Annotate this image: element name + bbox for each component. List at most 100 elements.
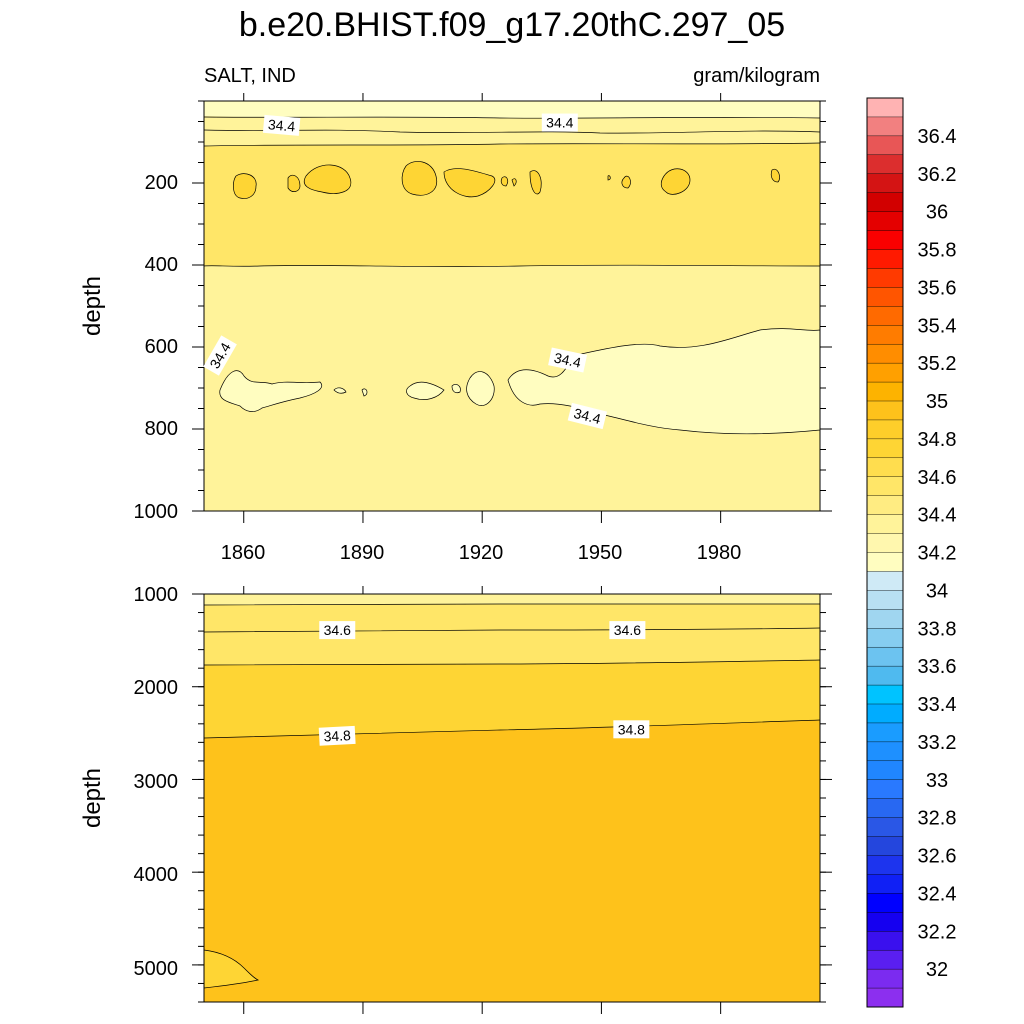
contour-label-bg xyxy=(613,720,650,739)
contour-label-bg xyxy=(548,347,588,373)
upper-contour-line xyxy=(203,264,821,267)
contour-label-bg xyxy=(609,621,646,640)
colorbar-swatch xyxy=(866,722,904,743)
upper-y-tick-label: 200 xyxy=(145,172,178,194)
contour-label: 34.8 xyxy=(613,720,650,739)
contour-label-bg xyxy=(319,621,356,640)
upper-y-tick-label: 1000 xyxy=(134,501,179,523)
colorbar-label: 33.8 xyxy=(918,618,957,640)
colorbar-swatch xyxy=(866,760,904,781)
upper-contour-line xyxy=(203,129,821,134)
contour-label-bg xyxy=(262,114,301,136)
colorbar-swatch xyxy=(866,855,904,875)
colorbar-swatch xyxy=(866,931,904,951)
colorbar-swatch xyxy=(866,741,904,762)
colorbar-frame xyxy=(866,97,904,1008)
colorbar-swatch xyxy=(866,268,904,288)
upper-x-tick-label: 1920 xyxy=(459,542,504,564)
colorbar-swatch xyxy=(866,836,904,856)
colorbar-swatch xyxy=(866,798,904,819)
colorbar-label: 34.4 xyxy=(918,505,957,527)
upper-x-tick-labels: 1860 1890 1920 1950 1980 xyxy=(221,542,742,564)
colorbar-swatch xyxy=(866,552,904,572)
lower-contour-line xyxy=(203,719,821,739)
contour-label: 34.8 xyxy=(318,725,356,746)
upper-x-tick-label: 1980 xyxy=(697,542,742,564)
upper-deep-light-region xyxy=(333,387,347,394)
colorbar-swatch xyxy=(866,665,904,686)
colorbar-label: 34 xyxy=(926,580,948,602)
colorbar-swatch xyxy=(866,628,904,648)
contour-labels: 34.4 34.4 34.4 34.4 34.4 34.6 34.6 34.8 34.8 xyxy=(203,113,650,746)
contour-label-bg xyxy=(567,402,607,430)
colorbar-label: 35.8 xyxy=(918,240,957,262)
colorbar: 36.4 36.2 36 35.8 35.6 35.4 35.2 35 34.8 34.6 34.4… xyxy=(866,97,957,1008)
colorbar-label: 35.2 xyxy=(918,353,957,375)
upper-deep-light-region xyxy=(466,371,495,406)
lower-y-tick-label: 1000 xyxy=(134,584,179,606)
lower-y-tick-label: 4000 xyxy=(134,864,179,886)
lower-fill-34-6 xyxy=(204,594,820,665)
colorbar-swatch xyxy=(866,987,904,1008)
colorbar-swatch xyxy=(866,893,904,913)
colorbar-swatch xyxy=(866,419,904,440)
colorbar-swatch xyxy=(866,116,904,137)
colorbar-swatch xyxy=(866,362,904,383)
upper-deep-light-region xyxy=(451,384,461,394)
colorbar-label: 36.4 xyxy=(918,126,957,148)
contour-label-text: 34.4 xyxy=(553,349,583,370)
lower-y-tick-label: 5000 xyxy=(134,958,179,980)
contour-label-text: 34.6 xyxy=(324,622,351,638)
upper-deep-light-region xyxy=(219,370,323,412)
lower-y-tick-label: 3000 xyxy=(134,771,179,793)
chart-title: b.e20.BHIST.f09_g17.20thC.297_05 xyxy=(239,6,785,44)
colorbar-swatch xyxy=(866,400,904,421)
colorbar-label: 34.6 xyxy=(918,467,957,489)
colorbar-label: 36.2 xyxy=(918,164,957,186)
lower-y-tick-label: 2000 xyxy=(134,677,179,699)
lower-y-axis-label: depth xyxy=(79,768,106,828)
colorbar-swatch xyxy=(866,135,904,156)
upper-contour-line xyxy=(203,142,821,147)
colorbar-swatch xyxy=(866,949,904,970)
colorbar-swatch xyxy=(866,590,904,610)
colorbar-swatch xyxy=(866,912,904,932)
colorbar-swatch xyxy=(866,817,904,838)
colorbar-swatch xyxy=(866,438,904,459)
upper-deep-light-region xyxy=(361,388,368,397)
contour-label-text: 34.4 xyxy=(546,115,573,131)
colorbar-swatch xyxy=(866,533,904,553)
colorbar-swatch xyxy=(866,703,904,724)
axis-ticks xyxy=(192,93,832,1014)
contour-label-text: 34.8 xyxy=(618,721,645,737)
colorbar-swatch xyxy=(866,684,904,705)
colorbar-label: 35.6 xyxy=(918,277,957,299)
colorbar-label: 33.4 xyxy=(918,694,957,716)
colorbar-label: 36 xyxy=(926,202,948,224)
colorbar-label: 35 xyxy=(926,391,948,413)
colorbar-swatch xyxy=(866,325,904,345)
upper-deep-light-region xyxy=(406,381,445,400)
colorbar-label: 34.8 xyxy=(918,429,957,451)
colorbar-swatch xyxy=(866,514,904,535)
upper-fill-34-6-band xyxy=(204,143,820,267)
contour-label-text: 34.4 xyxy=(572,405,603,427)
contour-label-bg xyxy=(541,113,578,132)
contour-label-text: 34.4 xyxy=(267,116,296,134)
colorbar-swatch xyxy=(866,968,904,989)
colorbar-swatch xyxy=(866,495,904,516)
colorbar-swatch xyxy=(866,230,904,250)
colorbar-label: 32.4 xyxy=(918,883,957,905)
colorbar-swatch xyxy=(866,306,904,326)
colorbar-swatch xyxy=(866,779,904,800)
contour-label: 34.4 xyxy=(262,114,301,136)
contour-label: 34.4 xyxy=(548,347,588,373)
colorbar-swatch xyxy=(866,173,904,194)
colorbar-label: 32.8 xyxy=(918,808,957,830)
lower-panel xyxy=(203,594,821,1002)
colorbar-swatch xyxy=(866,646,904,667)
units-label: gram/kilogram xyxy=(693,65,820,87)
colorbar-swatch xyxy=(866,192,904,213)
colorbar-label: 32 xyxy=(926,959,948,981)
